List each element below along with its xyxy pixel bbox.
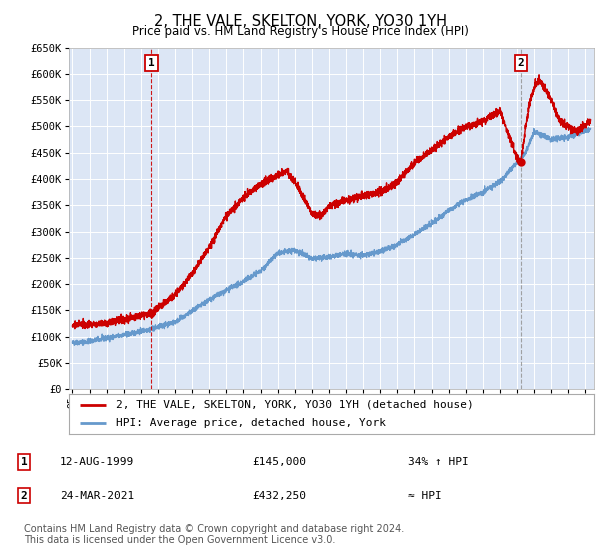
Text: HPI: Average price, detached house, York: HPI: Average price, detached house, York bbox=[116, 418, 386, 428]
Text: 2, THE VALE, SKELTON, YORK, YO30 1YH: 2, THE VALE, SKELTON, YORK, YO30 1YH bbox=[154, 14, 446, 29]
Text: £432,250: £432,250 bbox=[252, 491, 306, 501]
Text: 12-AUG-1999: 12-AUG-1999 bbox=[60, 457, 134, 467]
Text: 1: 1 bbox=[20, 457, 28, 467]
Text: 24-MAR-2021: 24-MAR-2021 bbox=[60, 491, 134, 501]
Text: ≈ HPI: ≈ HPI bbox=[408, 491, 442, 501]
Text: 1: 1 bbox=[148, 58, 155, 68]
Text: £145,000: £145,000 bbox=[252, 457, 306, 467]
Text: Price paid vs. HM Land Registry's House Price Index (HPI): Price paid vs. HM Land Registry's House … bbox=[131, 25, 469, 38]
Text: 2: 2 bbox=[20, 491, 28, 501]
Text: Contains HM Land Registry data © Crown copyright and database right 2024.
This d: Contains HM Land Registry data © Crown c… bbox=[24, 524, 404, 545]
Text: 34% ↑ HPI: 34% ↑ HPI bbox=[408, 457, 469, 467]
Text: 2, THE VALE, SKELTON, YORK, YO30 1YH (detached house): 2, THE VALE, SKELTON, YORK, YO30 1YH (de… bbox=[116, 400, 474, 409]
Text: 2: 2 bbox=[518, 58, 524, 68]
